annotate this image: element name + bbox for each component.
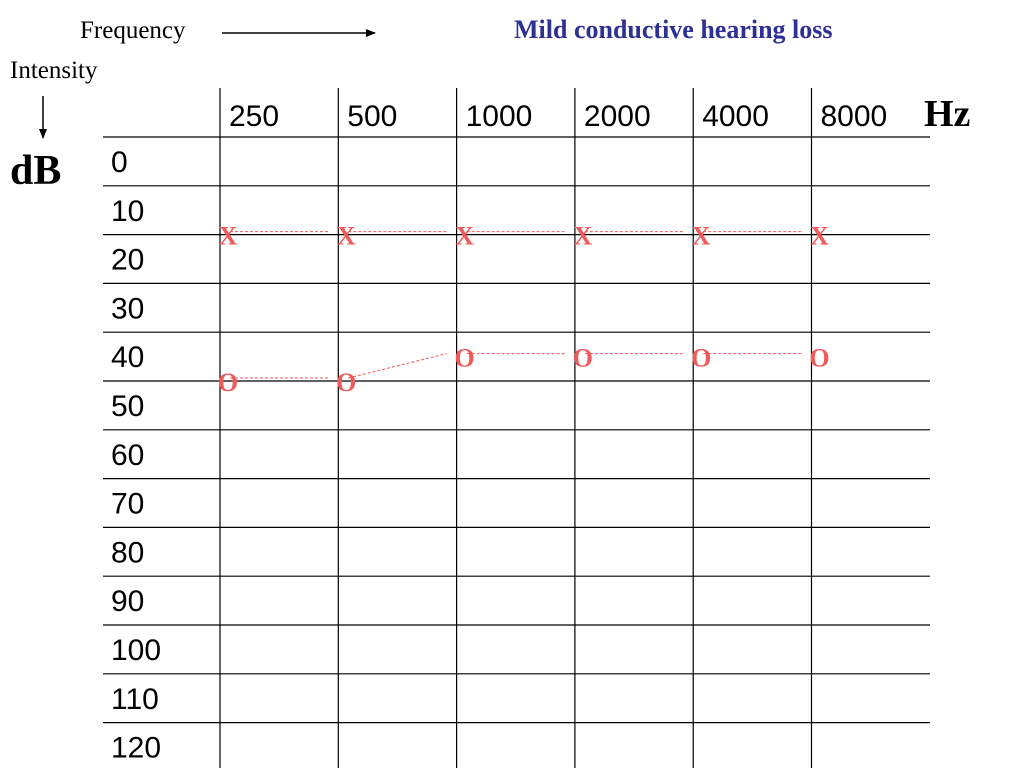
o-marker: O: [218, 368, 238, 397]
x-marker: X: [455, 222, 474, 251]
o-marker: O: [454, 344, 474, 373]
y-unit-label: dB: [10, 148, 61, 194]
y-tick-labels: 0 10 20 30 40 50 60 70 80 90 100 110 120: [111, 146, 161, 765]
x-marker: X: [337, 222, 356, 251]
y-tick-label: 0: [111, 146, 128, 179]
y-tick-label: 30: [111, 292, 144, 325]
x-marker: X: [692, 222, 711, 251]
y-tick-label: 80: [111, 536, 144, 569]
x-tick-label: 4000: [702, 100, 769, 133]
x-marker: X: [810, 222, 829, 251]
y-tick-label: 40: [111, 341, 144, 374]
y-tick-label: 20: [111, 244, 144, 277]
series-connector: [348, 353, 447, 379]
o-marker: O: [573, 344, 593, 373]
intensity-label: Intensity: [10, 57, 98, 84]
x-tick-label: 2000: [584, 100, 651, 133]
x-tick-label: 1000: [466, 100, 533, 133]
x-tick-label: 8000: [821, 100, 888, 133]
x-tick-labels: 250 500 1000 2000 4000 8000: [229, 100, 887, 133]
y-tick-label: 110: [111, 683, 159, 716]
y-tick-label: 10: [111, 195, 144, 228]
grid: [103, 88, 930, 768]
frequency-label: Frequency: [80, 17, 186, 44]
y-tick-label: 60: [111, 439, 144, 472]
x-marker: X: [219, 222, 238, 251]
o-marker: O: [336, 368, 356, 397]
chart-title: Mild conductive hearing loss: [514, 15, 833, 44]
series-1: O OO O O O: [218, 344, 830, 397]
x-tick-label: 500: [347, 100, 397, 133]
o-marker: O: [809, 344, 829, 373]
series-layer: X X X X X X O O O O O O: [218, 222, 830, 397]
y-tick-label: 50: [111, 390, 144, 423]
y-tick-label: 120: [111, 732, 161, 765]
x-tick-label: 250: [229, 100, 279, 133]
o-marker: O: [691, 344, 711, 373]
y-tick-label: 70: [111, 488, 144, 521]
y-tick-label: 90: [111, 585, 144, 618]
x-marker: X: [574, 222, 593, 251]
x-unit-label: Hz: [924, 93, 971, 135]
y-tick-label: 100: [111, 634, 161, 667]
